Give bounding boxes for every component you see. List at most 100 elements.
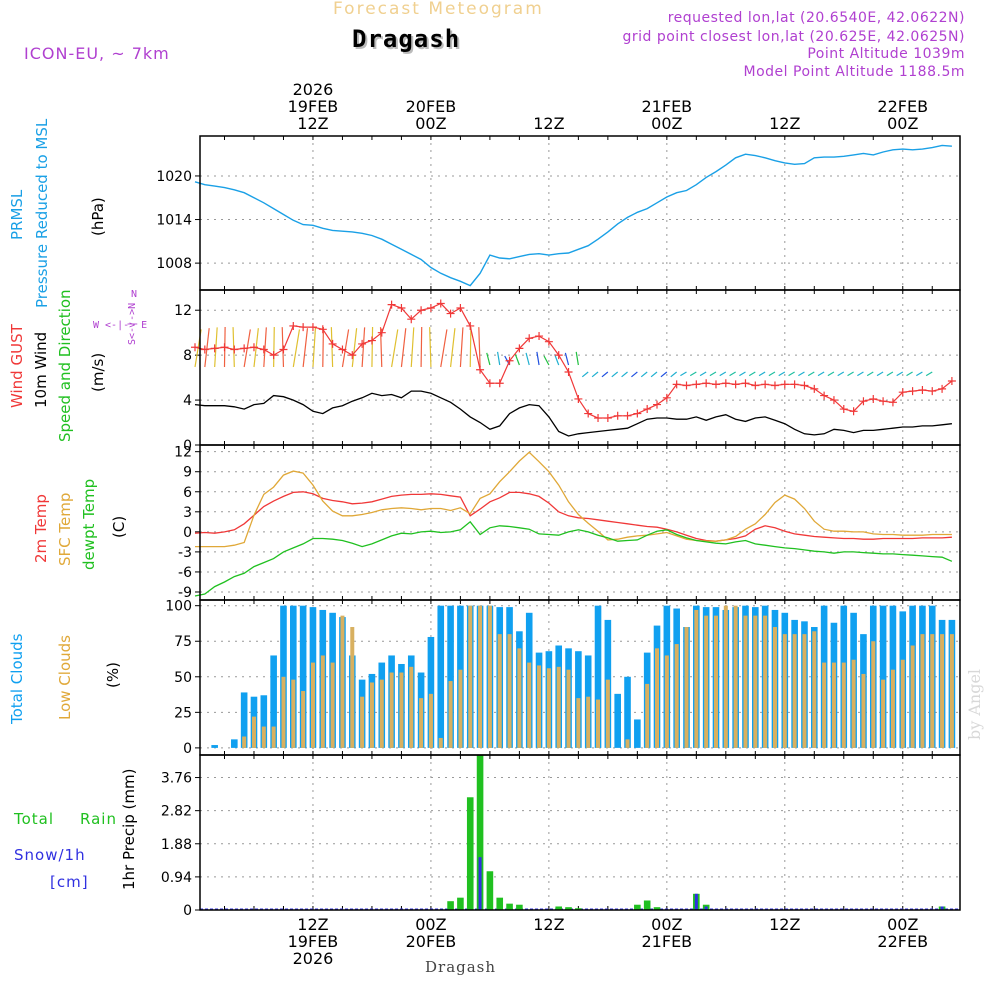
gust-marker [918,385,927,394]
rain-bar [575,908,582,910]
wind-direction-arrow [709,371,717,377]
snow-bar [940,906,944,910]
gust-marker [879,397,888,406]
gust-marker [299,323,308,332]
gust-marker [249,343,258,352]
low-clouds-bar [310,662,315,748]
gust-marker [770,381,779,390]
y-tick-label: 0 [183,525,192,541]
low-clouds-bar [910,645,915,748]
gust-marker [643,405,652,414]
low-clouds-bar [930,634,935,748]
top-time-label: 2026 [293,80,334,99]
gust-marker [928,387,937,396]
low-clouds-bar [487,605,492,748]
bottom-time-label: 19FEB [288,932,339,951]
low-clouds-bar [713,615,718,748]
wind-direction-arrow [204,328,210,368]
gust-marker [495,379,504,388]
wind-direction-arrow [886,371,894,377]
point-altitude: Point Altitude 1039m [807,46,965,62]
low-clouds-bar [546,668,551,748]
y-tick-label: 25 [174,705,192,721]
wind-direction-arrow [798,371,805,377]
low-clouds-bar [949,634,954,748]
wind-direction-arrow [689,371,697,377]
gust-marker [633,409,642,418]
gust-marker [220,343,229,352]
wind-direction-arrow [232,327,235,368]
gust-marker [308,323,317,332]
gust-marker [279,345,288,354]
low-clouds-bar [753,615,758,748]
wind-direction-arrow [768,371,776,377]
gust-marker [476,365,485,374]
wind-direction-arrow [758,371,766,377]
y-tick-label: 6 [183,485,192,501]
y-tick-label: -6 [178,565,192,581]
y-tick-label: 1.88 [161,837,192,853]
gust-marker [810,384,819,393]
y-tick-label: 9 [183,465,192,481]
low-clouds-bar [723,605,728,748]
gust-marker [485,379,494,388]
gust-marker [603,414,612,423]
wind-direction-arrow [660,371,668,378]
bottom-time-label: 20FEB [406,932,457,951]
grid-point-coords: grid point closest lon,lat (20.625E, 42.… [622,29,965,45]
rain-bar [643,900,651,910]
y-tick-label: 1014 [156,213,192,229]
model-point-altitude: Model Point Altitude 1188.5m [743,64,965,80]
y-tick-label: 8 [183,348,192,364]
gust-marker [711,380,720,389]
compass-n: N [131,289,138,300]
gust-marker [849,407,858,416]
wind-gust-label: Wind GUST [8,324,26,408]
low-clouds-bar [438,737,443,748]
gust-marker [702,379,711,388]
gust-marker [505,356,514,365]
snow-bar [704,906,708,910]
gust-marker [348,351,357,360]
wind-unit: (m/s) [89,352,107,392]
panel-0: 1008 1014 1020 [156,136,960,290]
low-clouds-bar [881,679,886,748]
wind-direction-arrow [817,371,825,377]
low-clouds-bar [458,669,463,748]
y-tick-label: 4 [183,393,192,409]
wind-direction-arrow [857,371,864,377]
wind-direction-arrow [601,371,609,378]
total-clouds-bar [624,676,631,748]
low-clouds-bar [291,679,296,748]
pressure-label-full: Pressure Reduced to MSL [33,118,51,308]
wind-direction-arrow [281,327,285,368]
gust-marker [829,396,838,405]
panel-frame [199,135,961,291]
gust-marker [751,381,760,390]
low-clouds-bar [694,609,699,748]
gust-marker [584,409,593,418]
low-clouds-bar [900,659,905,748]
gust-marker [721,379,730,388]
wind-direction-arrow [429,327,432,368]
y-tick-label: -3 [178,545,192,561]
wind-direction-arrow [312,327,317,368]
low-clouds-bar [468,605,473,748]
wind-direction-arrow [896,371,904,377]
y-tick-label: 0.94 [161,870,192,886]
low-clouds-bar [576,698,581,748]
bottom-time-label: 2026 [293,949,334,968]
gust-marker [191,343,199,352]
wind-direction-arrow [440,329,448,368]
low-clouds-bar [478,605,483,748]
wind-direction-arrow [371,327,374,368]
temp-sfc-line [195,451,952,548]
wind-direction-arrow [719,371,727,377]
temp-dewpt-line [194,520,953,597]
snow-label: Snow/1h [14,846,86,864]
pressure-label: PRMSL [8,189,26,240]
bottom-time-label: 22FEB [877,932,928,951]
temp-sfc-label: SFC Temp [56,492,74,566]
total-clouds-bar [240,692,248,748]
compass-ns: S<-|->N [127,302,138,345]
